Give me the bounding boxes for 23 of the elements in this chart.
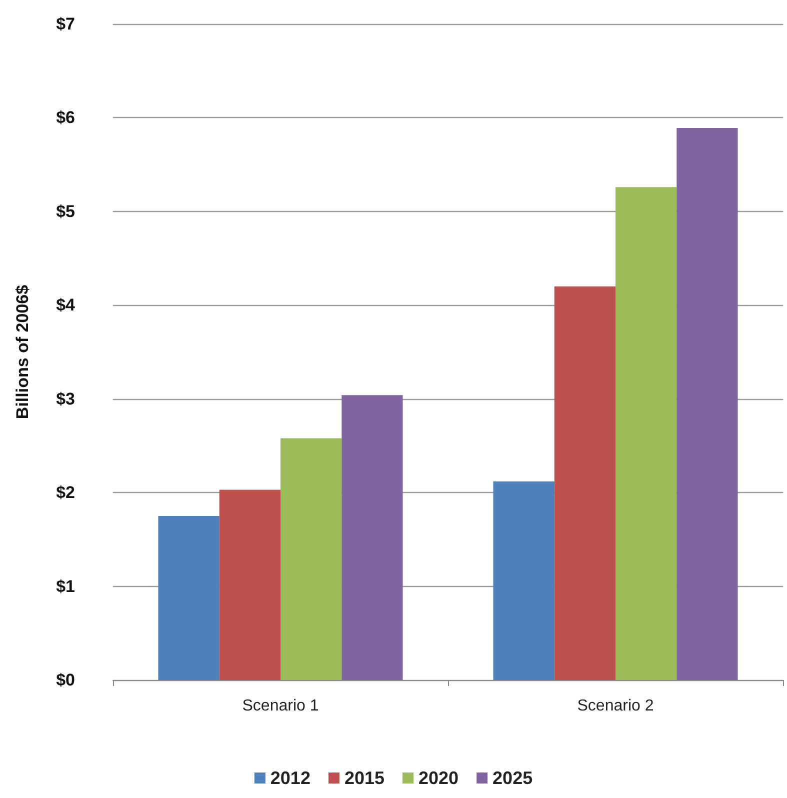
y-tick-label: $3: [56, 389, 75, 408]
x-tick-label: Scenario 1: [242, 698, 319, 714]
legend-label: 2012: [270, 768, 310, 788]
bar: [554, 286, 616, 680]
bar: [676, 128, 738, 680]
legend-label: 2025: [492, 768, 533, 788]
y-tick-label: $1: [56, 576, 75, 596]
legend-label: 2020: [418, 768, 459, 788]
x-tick-label: Scenario 2: [577, 698, 654, 714]
bar: [280, 438, 342, 680]
y-tick-label: $5: [56, 202, 75, 221]
y-tick-label: $6: [56, 108, 75, 128]
bar: [493, 481, 554, 680]
y-tick-label: $2: [56, 483, 75, 502]
bar: [158, 516, 220, 680]
legend-label: 2015: [344, 768, 385, 788]
y-tick-label: $0: [56, 670, 75, 690]
y-axis-title: Billions of 2006$: [13, 284, 32, 420]
bar: [616, 187, 677, 680]
y-tick-label: $4: [56, 296, 76, 315]
y-tick-label: $7: [56, 14, 75, 34]
bar: [342, 395, 403, 680]
bar: [219, 490, 280, 680]
